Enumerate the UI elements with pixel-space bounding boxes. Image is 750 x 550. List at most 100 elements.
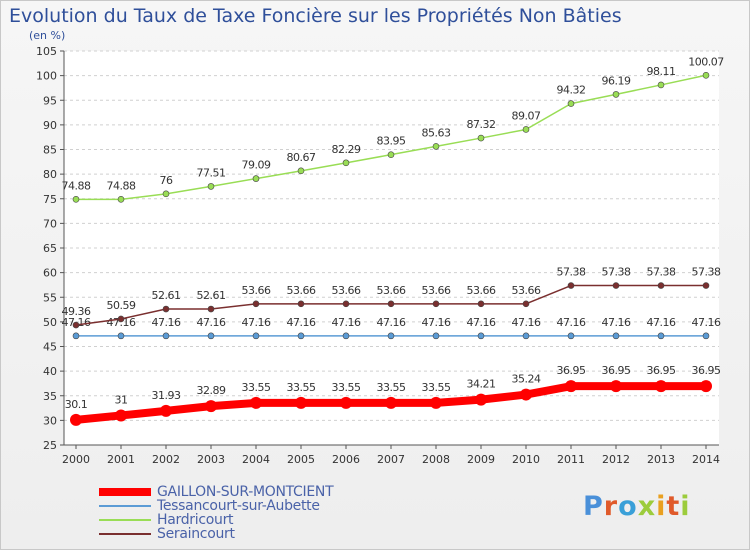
data-point — [612, 332, 620, 340]
data-label: 32.89 — [197, 384, 226, 397]
data-point — [520, 388, 532, 401]
data-point — [522, 126, 530, 133]
data-point — [252, 332, 260, 340]
legend: GAILLON-SUR-MONTCIENT Tessancourt-sur-Aub… — [99, 484, 334, 542]
data-label: 74.88 — [62, 179, 91, 192]
x-tick-label: 2008 — [422, 453, 450, 466]
y-tick-label: 90 — [43, 119, 57, 132]
data-point — [567, 332, 575, 340]
data-point — [522, 300, 530, 308]
x-tick-label: 2009 — [467, 453, 495, 466]
y-tick-label: 80 — [43, 168, 57, 181]
data-label: 47.16 — [422, 316, 451, 329]
data-point — [387, 332, 395, 340]
data-label: 100.07 — [688, 55, 724, 68]
data-label: 57.38 — [692, 266, 721, 279]
unit-label: (en %) — [29, 29, 66, 42]
x-tick-label: 2001 — [107, 453, 135, 466]
x-tick-label: 2014 — [692, 453, 720, 466]
data-label: 52.61 — [197, 289, 226, 302]
y-tick-label: 60 — [43, 267, 57, 280]
data-point — [297, 300, 305, 308]
y-tick-label: 45 — [43, 341, 57, 354]
x-tick-label: 2007 — [377, 453, 405, 466]
data-point — [342, 332, 350, 340]
data-label: 96.19 — [602, 74, 631, 87]
data-point — [655, 380, 667, 393]
data-point — [207, 305, 215, 313]
data-point — [565, 380, 577, 393]
data-label: 80.67 — [287, 151, 316, 164]
data-label: 53.66 — [377, 284, 406, 297]
legend-label: Seraincourt — [157, 526, 235, 542]
x-tick-label: 2005 — [287, 453, 315, 466]
y-tick-label: 40 — [43, 365, 57, 378]
data-point — [702, 282, 710, 289]
data-label: 53.66 — [422, 284, 451, 297]
data-label: 50.59 — [107, 299, 136, 312]
data-label: 87.32 — [467, 118, 496, 131]
data-point — [117, 332, 125, 340]
data-point — [657, 81, 665, 89]
y-tick-label: 85 — [43, 144, 57, 157]
x-tick-label: 2004 — [242, 453, 270, 466]
logo-letter: r — [603, 491, 619, 522]
data-point — [702, 71, 710, 79]
data-point — [72, 321, 80, 329]
legend-swatch — [99, 533, 151, 535]
data-point — [160, 404, 172, 417]
data-label: 47.16 — [107, 316, 136, 329]
logo-letter: P — [583, 491, 604, 522]
data-point — [340, 396, 352, 409]
data-point — [205, 400, 217, 413]
data-point — [475, 393, 487, 406]
data-label: 34.21 — [467, 378, 496, 391]
data-label: 31 — [115, 393, 128, 406]
logo-letter: i — [680, 491, 691, 522]
data-point — [700, 380, 712, 393]
data-point — [252, 175, 260, 182]
x-tick-label: 2011 — [557, 453, 585, 466]
x-tick-label: 2010 — [512, 453, 540, 466]
data-point — [522, 332, 530, 340]
data-label: 52.61 — [152, 289, 181, 302]
data-point — [385, 396, 397, 409]
y-tick-label: 75 — [43, 193, 57, 206]
data-point — [72, 196, 80, 203]
data-label: 57.38 — [602, 266, 631, 279]
data-label: 57.38 — [647, 266, 676, 279]
legend-swatch — [99, 488, 151, 496]
data-point — [162, 332, 170, 340]
data-point — [162, 305, 170, 313]
logo-letter: o — [618, 491, 638, 522]
data-point — [117, 196, 125, 203]
data-label: 33.55 — [422, 381, 451, 394]
data-label: 53.66 — [512, 284, 541, 297]
data-point — [657, 282, 665, 289]
y-tick-label: 50 — [43, 316, 57, 329]
data-point — [387, 151, 395, 158]
data-label: 33.55 — [287, 381, 316, 394]
x-tick-label: 2012 — [602, 453, 630, 466]
data-label: 47.16 — [602, 316, 631, 329]
data-point — [342, 159, 350, 167]
legend-swatch — [99, 505, 151, 507]
data-label: 33.55 — [377, 381, 406, 394]
y-tick-label: 95 — [43, 94, 57, 107]
data-label: 57.38 — [557, 266, 586, 279]
legend-item: Seraincourt — [99, 526, 333, 542]
x-tick-label: 2013 — [647, 453, 675, 466]
legend-label: GAILLON-SUR-MONTCIENT — [157, 484, 334, 500]
data-point — [117, 315, 125, 323]
data-point — [702, 332, 710, 340]
data-label: 47.16 — [467, 316, 496, 329]
data-point — [342, 300, 350, 308]
data-point — [252, 300, 260, 308]
data-point — [297, 332, 305, 340]
y-tick-label: 25 — [43, 439, 57, 452]
legend-item: Hardricourt — [99, 512, 333, 528]
data-label: 47.16 — [152, 316, 181, 329]
x-tick-label: 2000 — [62, 453, 90, 466]
